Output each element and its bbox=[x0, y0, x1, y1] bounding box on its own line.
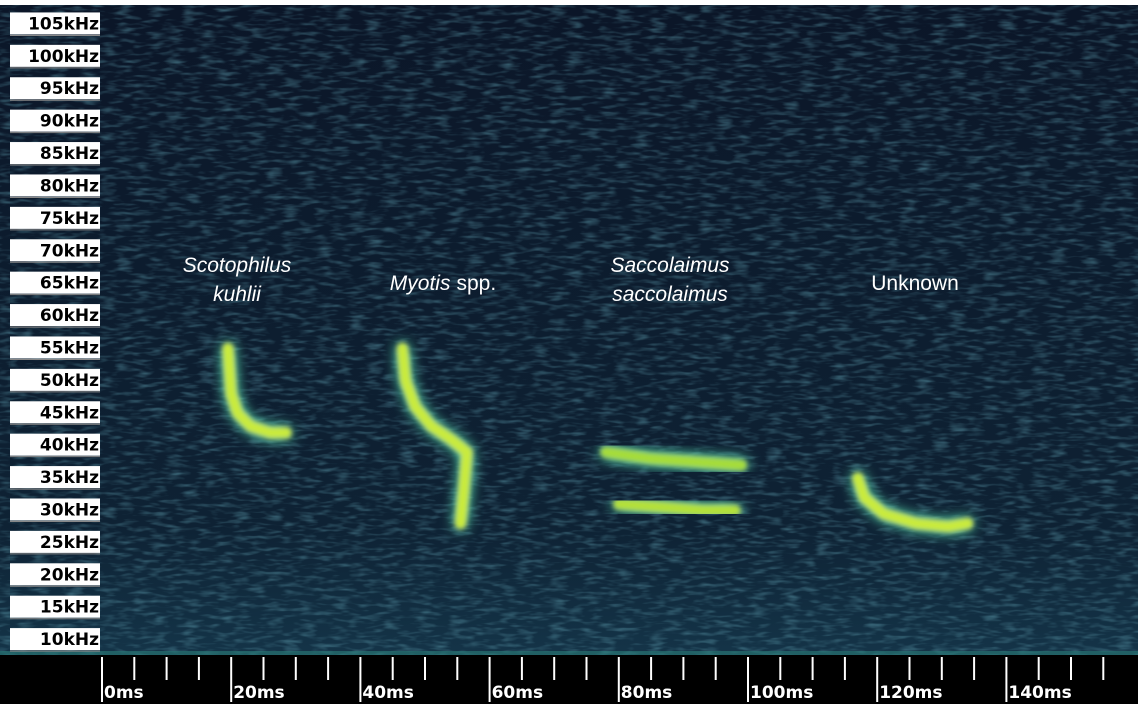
baseline bbox=[0, 651, 1138, 655]
annotation-text: kuhlii bbox=[213, 283, 262, 306]
y-tick-label: 25kHz bbox=[40, 533, 99, 553]
y-tick-label: 30kHz bbox=[40, 500, 99, 520]
x-tick-label: 20ms bbox=[233, 683, 285, 703]
y-tick-label: 75kHz bbox=[40, 209, 99, 229]
y-tick-label: 95kHz bbox=[40, 79, 99, 99]
annotation-text: Saccolaimus bbox=[610, 254, 730, 277]
x-tick-label: 80ms bbox=[621, 683, 673, 703]
annotation: Unknown bbox=[871, 272, 959, 295]
y-tick-label: 40kHz bbox=[40, 436, 99, 456]
y-tick-label: 45kHz bbox=[40, 403, 99, 423]
y-tick-label: 55kHz bbox=[40, 338, 99, 358]
y-tick-label: 35kHz bbox=[40, 468, 99, 488]
x-tick-label: 60ms bbox=[492, 683, 543, 703]
y-tick-label: 100kHz bbox=[28, 47, 99, 67]
y-tick-label: 10kHz bbox=[40, 630, 99, 650]
x-tick-label: 0ms bbox=[104, 683, 144, 703]
annotation-text: saccolaimus bbox=[612, 283, 728, 306]
x-tick-label: 120ms bbox=[879, 683, 942, 703]
x-tick-label: 100ms bbox=[750, 683, 813, 703]
y-tick-label: 70kHz bbox=[40, 241, 99, 261]
y-tick-label: 60kHz bbox=[40, 306, 99, 326]
y-tick-label: 65kHz bbox=[40, 274, 99, 294]
y-tick-label: 20kHz bbox=[40, 565, 99, 585]
y-tick-label: 50kHz bbox=[40, 371, 99, 391]
annotation-text: Unknown bbox=[871, 272, 959, 295]
y-tick-label: 15kHz bbox=[40, 598, 99, 618]
annotation-text: Myotis bbox=[390, 272, 451, 295]
annotation-text: spp. bbox=[456, 272, 496, 295]
y-tick-label: 80kHz bbox=[40, 176, 99, 196]
x-tick-label: 40ms bbox=[362, 683, 414, 703]
y-tick-label: 105kHz bbox=[28, 14, 99, 34]
x-tick-label: 140ms bbox=[1008, 683, 1071, 703]
noise bbox=[0, 5, 1138, 655]
chart: 105kHz 100kHz 95kHz 90kHz 85kHz 80kHz 75kHz 70k… bbox=[0, 0, 1138, 704]
y-tick-label: 85kHz bbox=[40, 144, 99, 164]
y-tick-label: 90kHz bbox=[40, 112, 99, 132]
x-axis-band bbox=[0, 655, 1138, 704]
page: 105kHz 100kHz 95kHz 90kHz 85kHz 80kHz 75kHz 70k… bbox=[0, 0, 1138, 704]
annotation-text: Scotophilus bbox=[183, 254, 292, 277]
